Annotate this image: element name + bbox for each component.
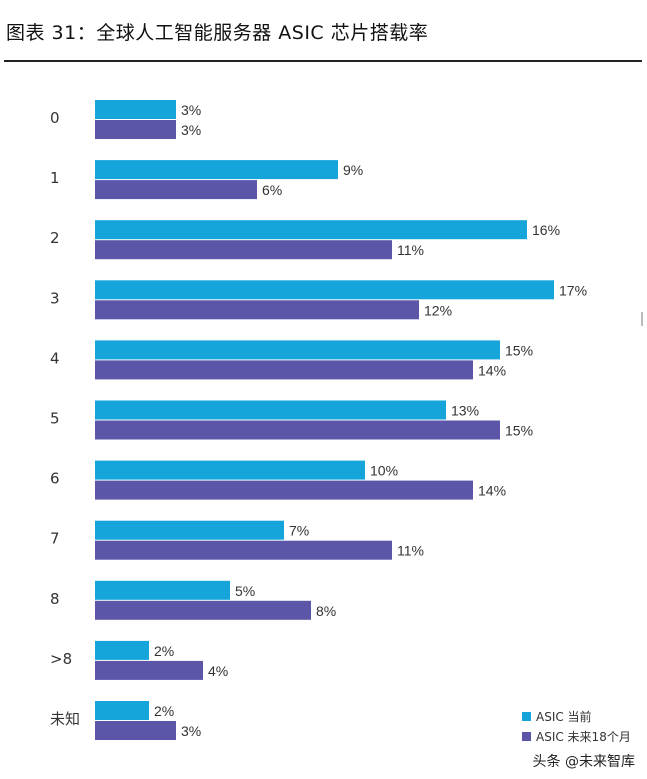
category-label: 3 (50, 289, 60, 307)
data-label: 2% (154, 643, 174, 659)
legend-swatch-current (522, 711, 531, 721)
bar-future (95, 360, 473, 380)
data-label: 13% (451, 403, 479, 419)
category-label: 7 (50, 530, 60, 548)
data-label: 12% (424, 302, 452, 318)
chart-title: 图表 31：全球人工智能服务器 ASIC 芯片搭载率 (6, 22, 429, 44)
category-label: >8 (50, 650, 72, 668)
bar-current (95, 400, 446, 420)
data-label: 11% (397, 242, 424, 258)
source-watermark: 头条 @未来智库 (532, 754, 635, 770)
bar-future (95, 660, 203, 680)
bar-future (95, 120, 176, 139)
category-label: 0 (50, 109, 60, 127)
category-label: 1 (50, 169, 60, 187)
category-label: 5 (50, 410, 60, 428)
data-label: 14% (478, 483, 506, 499)
category-label: 6 (50, 470, 60, 488)
data-label: 11% (397, 543, 424, 559)
bar-future (95, 480, 473, 500)
title-divider (4, 60, 642, 62)
data-label: 10% (370, 463, 398, 479)
legend-label-future: ASIC 未来18个月 (536, 729, 631, 744)
data-label: 17% (559, 282, 587, 298)
bar-future (95, 540, 392, 560)
data-label: 5% (235, 583, 255, 599)
bar-current (95, 520, 284, 540)
legend-label-current: ASIC 当前 (536, 709, 592, 724)
legend-item-future: ASIC 未来18个月 (522, 726, 631, 746)
bar-current (95, 340, 500, 360)
data-label: 2% (154, 703, 174, 719)
legend-item-current: ASIC 当前 (522, 706, 631, 726)
bar-current (95, 100, 176, 119)
data-label: 15% (505, 423, 533, 439)
bar-future (95, 240, 392, 260)
bar-current (95, 640, 149, 660)
category-label: 8 (50, 590, 60, 608)
bar-future (95, 600, 311, 620)
bar-current (95, 220, 527, 240)
data-label: 7% (289, 523, 309, 539)
legend: ASIC 当前 ASIC 未来18个月 (522, 706, 631, 746)
data-label: 8% (316, 603, 336, 619)
bar-current (95, 580, 230, 600)
data-label: 3% (181, 723, 201, 739)
category-label: 2 (50, 229, 60, 247)
legend-swatch-future (522, 731, 531, 741)
bar-future (95, 180, 257, 200)
bar-current (95, 280, 554, 300)
category-label: 4 (50, 349, 60, 367)
data-label: 14% (478, 362, 506, 378)
bar-current (95, 701, 149, 720)
data-label: 16% (532, 222, 560, 238)
bar-future (95, 300, 419, 320)
bar-future (95, 721, 176, 740)
data-label: 4% (208, 663, 228, 679)
bar-current (95, 460, 365, 480)
data-label: 6% (262, 182, 282, 198)
data-label: 9% (343, 162, 363, 178)
bar-future (95, 420, 500, 440)
bar-current (95, 160, 338, 180)
category-label: 未知 (50, 710, 80, 728)
page-edge-marker (641, 312, 643, 326)
data-label: 3% (181, 122, 201, 138)
data-label: 3% (181, 102, 201, 118)
data-label: 15% (505, 342, 533, 358)
